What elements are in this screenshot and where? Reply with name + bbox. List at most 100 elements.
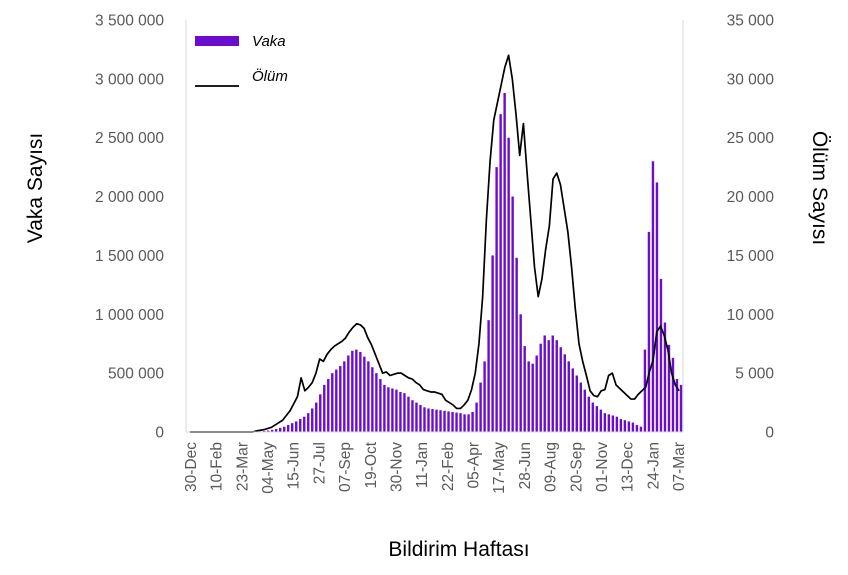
vaka-bar (515, 257, 518, 432)
x-tick-label: 07-Mar (671, 442, 688, 491)
vaka-bar (503, 92, 506, 432)
vaka-bar (307, 413, 310, 432)
left-tick-label: 0 (155, 425, 164, 442)
x-tick-label: 17-May (491, 442, 508, 494)
vaka-bar (335, 369, 338, 432)
x-tick-label: 15-Jun (286, 442, 303, 489)
right-tick-label: 30 000 (727, 71, 775, 88)
vaka-bar (527, 361, 530, 432)
legend-olum-label: Ölüm (252, 67, 288, 85)
vaka-bar (447, 411, 450, 432)
vaka-bar (679, 384, 683, 432)
vaka-bar (499, 114, 502, 433)
vaka-bar (519, 314, 522, 432)
vaka-bar (274, 429, 278, 432)
vaka-bar (523, 346, 526, 432)
vaka-bar (535, 355, 538, 432)
vaka-bar (435, 409, 438, 432)
x-axis-title: Bildirim Haftası (388, 538, 529, 561)
right-tick-label: 10 000 (727, 307, 775, 324)
vaka-bar (539, 343, 542, 432)
vaka-bar (375, 373, 378, 432)
right-tick-label: 15 000 (727, 248, 775, 265)
right-tick-labels: 0 5 000 10 000 15 000 20 000 25 000 30 000 35 0… (727, 13, 775, 442)
vaka-bar (278, 427, 282, 432)
vaka-bar (363, 356, 366, 432)
vaka-bar (359, 351, 362, 432)
vaka-bar (671, 357, 675, 432)
vaka-bar (483, 361, 486, 432)
vaka-bar (439, 410, 442, 432)
vaka-bar (403, 393, 406, 432)
vaka-bar (299, 419, 302, 432)
vaka-bar (587, 396, 591, 432)
left-tick-label: 500 000 (108, 366, 164, 383)
vaka-bar (323, 384, 326, 432)
vaka-bar (467, 414, 470, 432)
x-tick-label: 07-Sep (337, 442, 354, 492)
x-tick-label: 01-Nov (594, 442, 611, 492)
vaka-bar (455, 412, 458, 432)
vaka-bar (567, 361, 570, 432)
vaka-bar (487, 320, 490, 432)
vaka-bar (607, 414, 611, 432)
vaka-bar (507, 137, 510, 432)
vaka-bar (419, 404, 422, 432)
vaka-bar (339, 366, 342, 432)
vaka-bar (631, 422, 635, 432)
vaka-bar (623, 420, 627, 432)
x-tick-label: 19-Oct (363, 441, 380, 488)
vaka-bar (347, 355, 350, 432)
vaka-bar (635, 424, 639, 432)
vaka-bar (663, 322, 667, 432)
x-tick-label: 20-Sep (568, 442, 585, 492)
x-tick-label: 28-Jun (517, 442, 534, 489)
vaka-bar (399, 391, 402, 432)
vaka-bar (327, 379, 330, 432)
vaka-bar (651, 161, 655, 432)
legend: Vaka Ölüm (195, 33, 288, 87)
olum-series-line (190, 54, 680, 433)
x-tick-label: 09-Aug (543, 442, 560, 492)
vaka-bar (395, 389, 398, 432)
bars-layer (258, 92, 683, 433)
vaka-bar (611, 415, 615, 432)
x-tick-label: 30-Dec (183, 442, 200, 492)
vaka-bar (675, 379, 679, 432)
vaka-bar (371, 367, 374, 432)
right-tick-label: 5 000 (735, 366, 774, 383)
left-tick-labels: 0 500 000 1 000 000 1 500 000 2 000 000 2 500… (95, 13, 164, 442)
vaka-bar (379, 379, 382, 432)
vaka-bar (583, 389, 586, 432)
vaka-bar (311, 408, 314, 432)
left-tick-label: 3 500 000 (95, 13, 164, 30)
vaka-bar (270, 429, 274, 432)
vaka-bar (619, 419, 623, 432)
vaka-bar (407, 396, 410, 432)
x-tick-label: 27-Jul (311, 442, 328, 484)
vaka-bar (295, 421, 298, 432)
vaka-bar (463, 414, 466, 432)
x-tick-label: 30-Nov (388, 442, 405, 492)
vaka-bar (315, 402, 318, 432)
vaka-bar (459, 413, 462, 432)
vaka-bar (391, 388, 394, 432)
vaka-bar (411, 400, 414, 432)
right-tick-label: 35 000 (727, 13, 775, 30)
vaka-bar (551, 335, 554, 432)
vaka-bar (431, 409, 434, 432)
vaka-bar (495, 167, 498, 432)
vaka-bar (555, 340, 558, 432)
x-tick-label: 24-Jan (645, 442, 662, 489)
vaka-bar (639, 426, 643, 432)
vaka-bar (331, 373, 334, 432)
vaka-bar (531, 363, 534, 432)
legend-vaka-label: Vaka (252, 33, 286, 50)
vaka-bar (291, 423, 294, 432)
left-tick-label: 2 000 000 (95, 189, 164, 206)
vaka-bar (603, 413, 607, 432)
vaka-bar (383, 384, 386, 432)
vaka-bar (319, 394, 322, 432)
